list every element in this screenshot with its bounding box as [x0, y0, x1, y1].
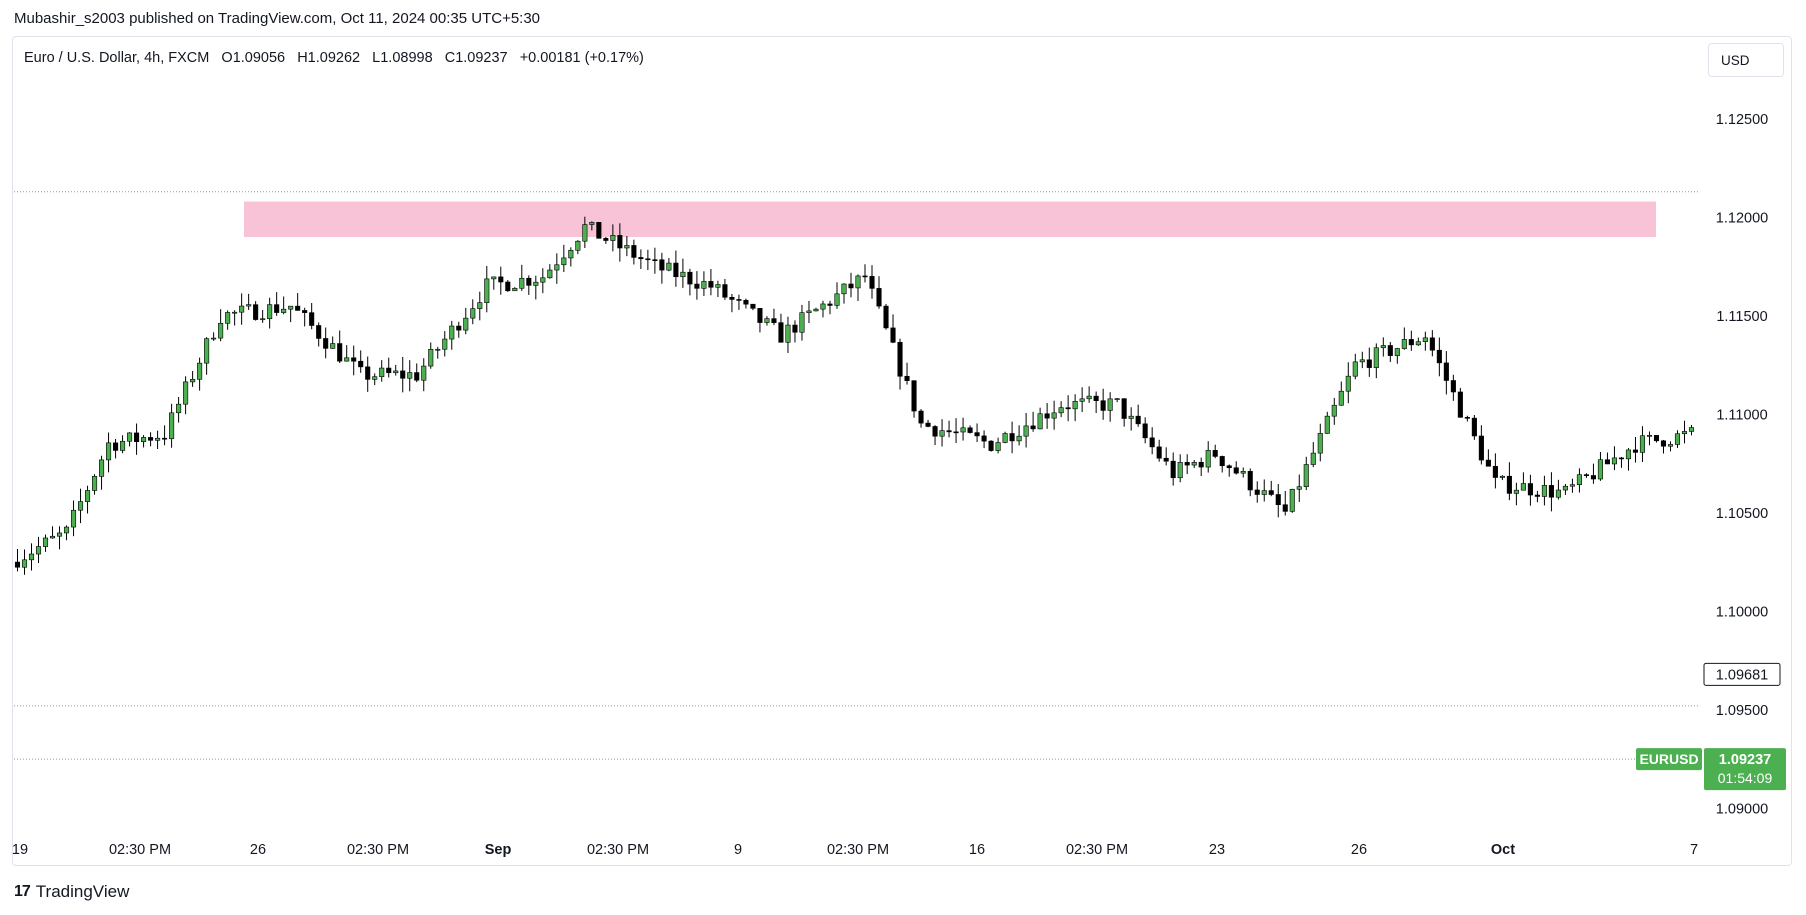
- symbol-legend: Euro / U.S. Dollar, 4h, FXCM O1.09056 H1…: [24, 50, 644, 66]
- publisher-line: Mubashir_s2003 published on TradingView.…: [14, 10, 541, 27]
- currency-button[interactable]: USD: [1708, 43, 1784, 77]
- tradingview-footer[interactable]: 17 TradingView: [14, 882, 129, 902]
- tradingview-logo-icon: 17: [14, 883, 31, 900]
- tradingview-brand: TradingView: [35, 882, 130, 901]
- chart-frame: [12, 36, 1792, 866]
